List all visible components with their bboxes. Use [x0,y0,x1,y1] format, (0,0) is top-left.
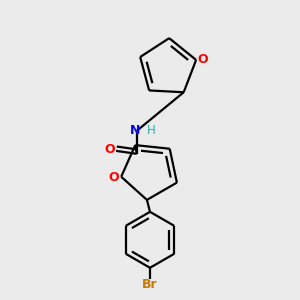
Text: O: O [197,53,208,66]
Text: N: N [130,124,140,137]
Text: Br: Br [142,278,158,291]
Text: O: O [109,171,119,184]
Text: H: H [146,124,155,137]
Text: O: O [104,143,115,157]
